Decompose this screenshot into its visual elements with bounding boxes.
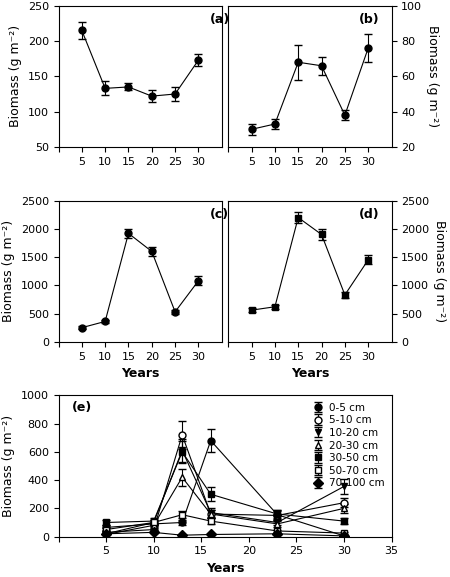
- X-axis label: Years: Years: [291, 367, 329, 380]
- Text: (e): (e): [72, 401, 92, 414]
- Y-axis label: Biomass (g m⁻²): Biomass (g m⁻²): [433, 220, 446, 322]
- Y-axis label: Biomass (g m⁻²): Biomass (g m⁻²): [2, 220, 15, 322]
- X-axis label: Years: Years: [121, 367, 159, 380]
- Text: (c): (c): [210, 208, 230, 220]
- Text: (d): (d): [359, 208, 379, 220]
- Y-axis label: Biomass (g m⁻²): Biomass (g m⁻²): [426, 25, 439, 128]
- Text: (a): (a): [210, 13, 230, 26]
- X-axis label: Years: Years: [206, 562, 244, 575]
- Y-axis label: Biomass (g m⁻²): Biomass (g m⁻²): [9, 25, 22, 128]
- Text: (b): (b): [359, 13, 379, 26]
- Y-axis label: Biomass (g m⁻²): Biomass (g m⁻²): [2, 415, 15, 517]
- Legend: 0-5 cm, 5-10 cm, 10-20 cm, 20-30 cm, 30-50 cm, 50-70 cm, 70-100 cm: 0-5 cm, 5-10 cm, 10-20 cm, 20-30 cm, 30-…: [310, 400, 386, 490]
